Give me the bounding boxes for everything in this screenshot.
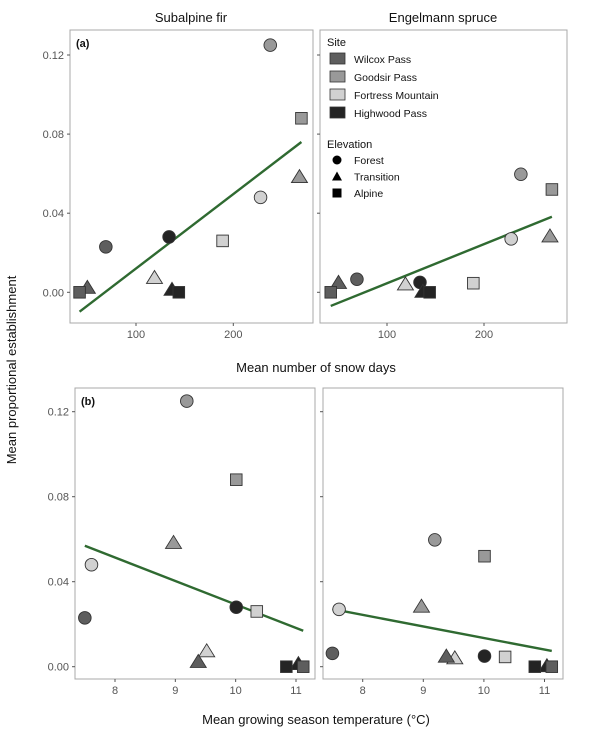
point-fortress-mountain-forest: [253, 190, 268, 205]
legend-elevation-label: Alpine: [354, 188, 383, 200]
legend-swatch-goodsir-pass: [329, 70, 346, 83]
x-tick-label: 10: [230, 685, 242, 697]
panel-3: 0.00 0.04 0.08 0.12 8 9 10 11 (b): [48, 387, 316, 697]
strip-subalpine-fir: Subalpine fir: [155, 10, 228, 25]
point-fortress-mountain-alpine: [467, 276, 480, 290]
x-tick-label: 11: [539, 685, 550, 697]
point-highwood-pass-alpine: [423, 286, 436, 299]
point-goodsir-pass-transition: [412, 598, 431, 613]
legend-swatch-wilcox-pass: [329, 52, 346, 65]
x-tick-label: 200: [475, 329, 493, 341]
point-highwood-pass-alpine: [528, 660, 542, 673]
x-axis-title-temperature: Mean growing season temperature (°C): [202, 712, 430, 727]
legend-elevation-label: Transition: [354, 172, 400, 184]
point-fortress-mountain-alpine: [216, 234, 229, 248]
point-wilcox-pass-transition: [329, 274, 348, 289]
x-tick-label: 8: [112, 685, 118, 697]
point-goodsir-pass-alpine: [545, 183, 559, 196]
point-wilcox-pass-alpine: [545, 660, 559, 673]
y-tick-label: 0.08: [48, 492, 69, 504]
point-fortress-mountain-transition: [145, 269, 164, 284]
point-wilcox-pass-alpine: [296, 660, 310, 673]
point-fortress-mountain-transition: [197, 642, 216, 658]
point-fortress-mountain-alpine: [498, 650, 512, 664]
point-highwood-pass-forest: [229, 600, 244, 614]
point-goodsir-pass-forest: [428, 533, 442, 547]
legend-square-icon: [332, 188, 342, 198]
y-tick-label: 0.00: [48, 662, 69, 674]
point-goodsir-pass-forest: [180, 394, 194, 408]
y-tick-label: 0.00: [43, 287, 64, 299]
point-fortress-mountain-alpine: [250, 605, 264, 618]
y-tick-label: 0.12: [48, 407, 69, 419]
panel-label: (a): [76, 38, 90, 50]
point-fortress-mountain-forest: [504, 232, 518, 246]
legend-triangle-icon: [332, 171, 342, 181]
x-tick-label: 200: [224, 329, 242, 341]
trend-line: [84, 544, 304, 632]
legend-site-title: Site: [327, 37, 346, 49]
point-goodsir-pass-alpine: [230, 473, 243, 486]
panel-2: 100 200: [317, 29, 568, 341]
panel-frame: [74, 387, 316, 680]
point-goodsir-pass-transition: [541, 228, 559, 243]
point-wilcox-pass-alpine: [73, 286, 86, 299]
y-tick-label: 0.12: [43, 50, 64, 62]
panel-frame: [322, 387, 564, 680]
legend-elevation-title: Elevation: [327, 139, 372, 151]
trend-line: [330, 215, 553, 308]
point-wilcox-pass-forest: [350, 272, 364, 286]
legend-elevation-label: Forest: [354, 155, 384, 167]
point-highwood-pass-alpine: [280, 660, 293, 673]
x-tick-label: 9: [420, 685, 426, 697]
point-highwood-pass-forest: [162, 230, 176, 244]
legend-site-label: Goodsir Pass: [354, 72, 417, 84]
legend-site-label: Fortress Mountain: [354, 90, 439, 102]
point-highwood-pass-alpine: [172, 286, 186, 299]
point-goodsir-pass-alpine: [295, 112, 308, 125]
point-wilcox-pass-forest: [78, 611, 92, 625]
legend-swatch-highwood-pass: [329, 106, 346, 119]
y-axis-title: Mean proportional establishment: [4, 275, 19, 464]
x-tick-label: 10: [478, 685, 490, 697]
y-tick-label: 0.04: [43, 208, 64, 220]
x-axis-title-snow-days: Mean number of snow days: [236, 360, 396, 375]
point-highwood-pass-forest: [477, 649, 492, 663]
panel-1: 0.00 0.04 0.08 0.12 100 200 (a): [43, 29, 314, 341]
y-tick-label: 0.08: [43, 129, 64, 141]
point-goodsir-pass-alpine: [478, 549, 491, 563]
point-wilcox-pass-transition: [437, 648, 456, 663]
point-goodsir-pass-transition: [164, 534, 183, 549]
legend-site-label: Wilcox Pass: [354, 54, 411, 66]
legend-swatch-fortress-mountain: [329, 88, 346, 101]
point-wilcox-pass-forest: [99, 240, 113, 254]
y-tick-label: 0.04: [48, 577, 69, 589]
legend-site-label: Highwood Pass: [354, 108, 427, 120]
legend: Site Wilcox Pass Goodsir Pass Fortress Moun…: [327, 37, 439, 200]
trend-line: [78, 141, 303, 313]
trend-line: [332, 607, 552, 653]
x-tick-label: 9: [172, 685, 178, 697]
x-tick-label: 11: [290, 685, 301, 697]
strip-engelmann-spruce: Engelmann spruce: [389, 10, 497, 25]
point-wilcox-pass-alpine: [324, 286, 337, 299]
point-wilcox-pass-transition: [189, 653, 208, 668]
point-fortress-mountain-forest: [84, 557, 99, 572]
point-fortress-mountain-forest: [332, 602, 346, 617]
legend-circle-icon: [332, 155, 342, 165]
point-goodsir-pass-forest: [514, 167, 528, 181]
x-tick-label: 100: [378, 329, 396, 341]
point-goodsir-pass-transition: [290, 168, 309, 184]
panel-4: 8 9 10 11: [320, 387, 564, 697]
panel-label: (b): [81, 396, 95, 408]
x-tick-label: 8: [360, 685, 366, 697]
point-wilcox-pass-forest: [325, 646, 340, 661]
point-goodsir-pass-forest: [263, 38, 278, 52]
x-tick-label: 100: [127, 329, 145, 341]
panel-frame: [69, 29, 314, 324]
point-fortress-mountain-transition: [396, 276, 415, 291]
